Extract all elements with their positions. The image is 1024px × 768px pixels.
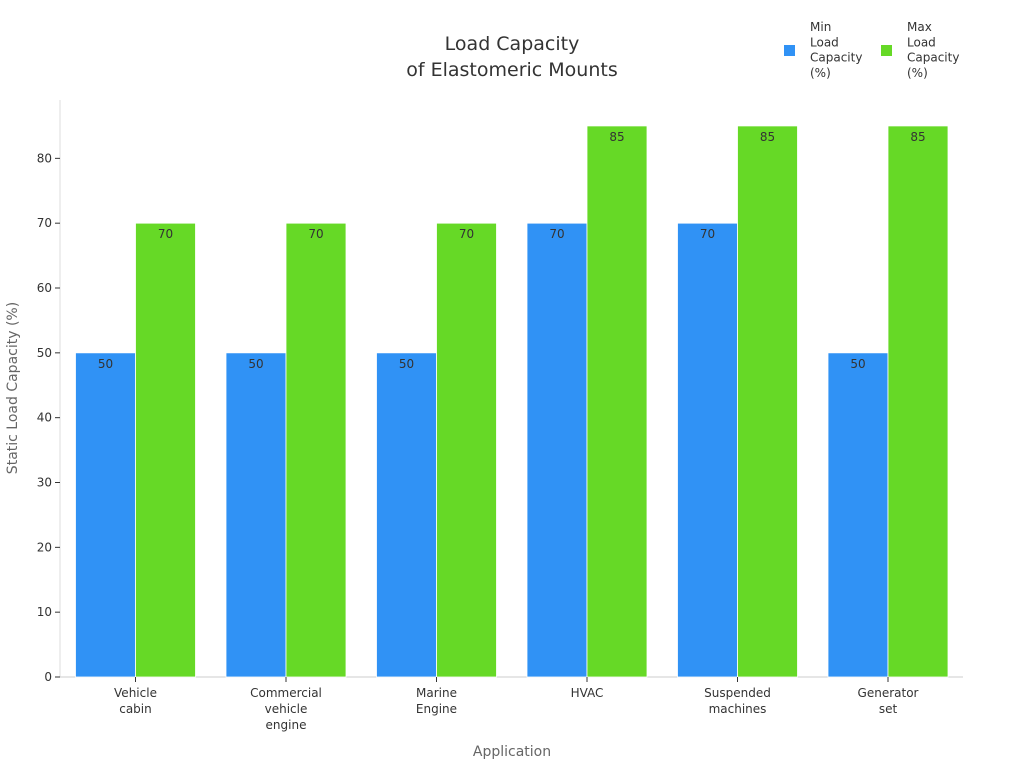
x-axis-title: Application (473, 744, 551, 760)
data-label: 70 (158, 227, 173, 241)
bar-max (135, 222, 196, 678)
data-label: 70 (549, 227, 564, 241)
chart-title: Load Capacity of Elastomeric Mounts (406, 33, 617, 81)
x-category-label: Vehicle cabin (114, 686, 157, 716)
y-tick-label: 10 (37, 605, 52, 619)
legend-swatch (881, 45, 892, 56)
y-tick-label: 40 (37, 411, 52, 425)
bar-min (526, 222, 588, 678)
data-label: 85 (609, 130, 624, 144)
x-category-label: Suspended machines (704, 686, 771, 716)
bar-max (586, 125, 648, 678)
legend-swatch (784, 45, 795, 56)
bar-max (436, 222, 497, 678)
bars (75, 125, 949, 678)
data-labels: 50 70 50 70 50 70 70 85 70 85 50 85 (98, 130, 926, 371)
data-label: 70 (308, 227, 323, 241)
x-category-label: Generator set (858, 686, 919, 716)
legend-label: Max Load Capacity (%) (907, 20, 959, 80)
y-tick-label: 30 (37, 476, 52, 490)
data-label: 50 (98, 357, 113, 371)
y-axis-ticks: 0 10 20 30 40 50 60 70 80 (37, 151, 60, 684)
data-label: 50 (248, 357, 263, 371)
bar-max (737, 125, 798, 678)
data-label: 85 (760, 130, 775, 144)
y-axis-title: Static Load Capacity (%) (5, 302, 21, 474)
bar-min (827, 352, 889, 678)
data-label: 70 (700, 227, 715, 241)
bar-max (887, 125, 949, 678)
data-label: 50 (399, 357, 414, 371)
bar-min (376, 352, 437, 678)
data-label: 70 (459, 227, 474, 241)
x-category-label: HVAC (571, 686, 604, 700)
x-axis-categories: Vehicle cabin Commercial vehicle engine Marin… (114, 677, 919, 732)
y-tick-label: 60 (37, 281, 52, 295)
bar-min (225, 352, 287, 678)
legend: Min Load Capacity (%) Max Load Capacity (%) (784, 20, 959, 80)
legend-label: Min Load Capacity (%) (810, 20, 862, 80)
bar-min (677, 222, 738, 678)
y-tick-label: 70 (37, 216, 52, 230)
y-tick-label: 20 (37, 540, 52, 554)
y-tick-label: 0 (44, 670, 52, 684)
x-category-label: Marine Engine (416, 686, 457, 716)
x-category-label: Commercial vehicle engine (250, 686, 322, 732)
y-tick-label: 80 (37, 151, 52, 165)
y-tick-label: 50 (37, 346, 52, 360)
bar-max (285, 222, 347, 678)
data-label: 50 (850, 357, 865, 371)
bar-min (75, 352, 136, 678)
data-label: 85 (910, 130, 925, 144)
